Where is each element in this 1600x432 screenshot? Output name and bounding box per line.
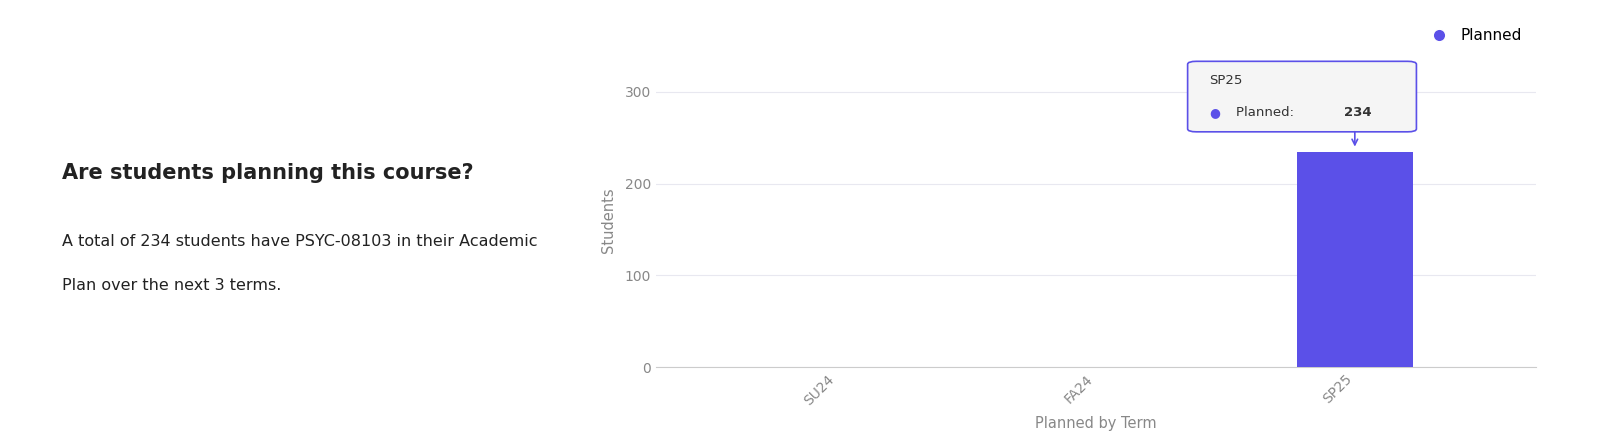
FancyBboxPatch shape bbox=[1187, 61, 1416, 132]
Legend: Planned: Planned bbox=[1418, 22, 1528, 50]
Text: Planned:: Planned: bbox=[1237, 106, 1298, 119]
Text: SP25: SP25 bbox=[1210, 74, 1243, 87]
X-axis label: Planned by Term: Planned by Term bbox=[1035, 416, 1157, 431]
Text: Are students planning this course?: Are students planning this course? bbox=[62, 163, 474, 183]
Text: 234: 234 bbox=[1344, 106, 1371, 119]
Text: A total of 234 students have PSYC-08103 in their Academic: A total of 234 students have PSYC-08103 … bbox=[62, 235, 538, 249]
Text: Plan over the next 3 terms.: Plan over the next 3 terms. bbox=[62, 278, 282, 292]
Bar bbox=[1296, 152, 1413, 367]
Y-axis label: Students: Students bbox=[602, 187, 616, 253]
Text: ●: ● bbox=[1210, 106, 1221, 119]
